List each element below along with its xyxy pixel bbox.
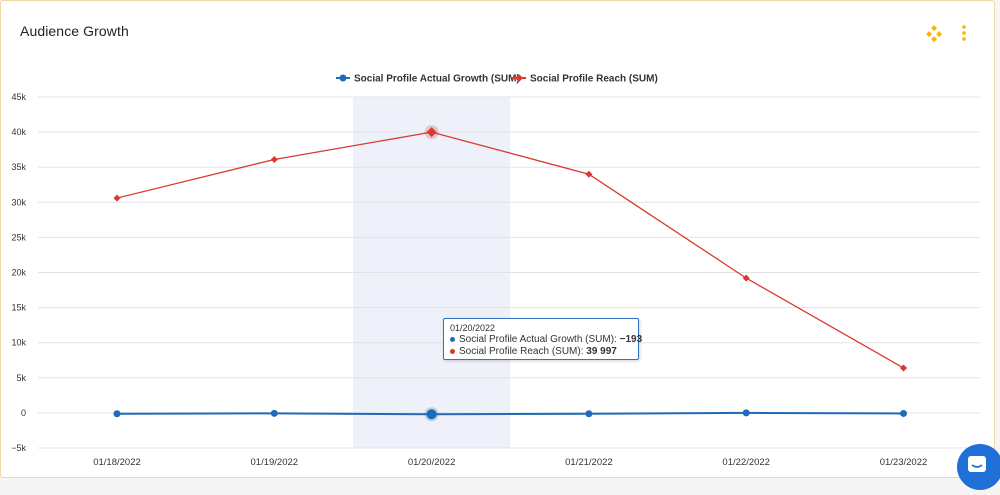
growth-data-point bbox=[585, 410, 593, 418]
y-tick-label: 15k bbox=[11, 303, 26, 313]
y-tick-label: 10k bbox=[11, 338, 26, 348]
audience-growth-chart: −5k 0 5k 10k 15k 20k 25k 30k 35k 40k 45k 01/18/2022… bbox=[11, 74, 980, 468]
y-tick-label: 45k bbox=[11, 92, 26, 102]
reach-data-point bbox=[900, 364, 907, 372]
legend-marker-reach bbox=[515, 74, 523, 82]
growth-series-line bbox=[116, 411, 904, 416]
y-tick-label: 30k bbox=[11, 197, 26, 207]
y-tick-label: 40k bbox=[11, 127, 26, 137]
kebab-icon[interactable] bbox=[957, 23, 971, 43]
legend-label: Social Profile Reach (SUM) bbox=[530, 74, 658, 85]
tooltip-row-growth: Social Profile Actual Growth (SUM): −193 bbox=[450, 334, 642, 346]
y-tick-label: −5k bbox=[11, 443, 26, 453]
x-tick-label: 01/22/2022 bbox=[722, 457, 770, 468]
tooltip-growth-value: −193 bbox=[619, 334, 643, 345]
reach-data-point bbox=[270, 155, 278, 163]
y-tick-label: 20k bbox=[11, 268, 26, 278]
chart-tooltip: 01/20/2022 Social Profile Actual Growth … bbox=[443, 318, 642, 360]
chat-launcher-button[interactable] bbox=[957, 444, 1000, 490]
tooltip-row-reach: Social Profile Reach (SUM): 39 997 bbox=[450, 346, 632, 358]
growth-data-point bbox=[113, 410, 121, 418]
y-tick-label: 35k bbox=[11, 162, 26, 172]
chat-icon bbox=[968, 456, 986, 472]
tooltip-growth-label: Social Profile Actual Growth (SUM): bbox=[459, 334, 620, 345]
x-tick-label: 01/23/2022 bbox=[880, 457, 928, 468]
y-tick-label: 5k bbox=[16, 373, 26, 383]
tooltip-reach-value: 39 997 bbox=[586, 346, 617, 357]
tooltip-date: 01/20/2022 bbox=[450, 323, 496, 333]
x-tick-label: 01/20/2022 bbox=[408, 457, 456, 468]
legend-label: Social Profile Actual Growth (SUM) bbox=[354, 74, 520, 85]
x-tick-label: 01/18/2022 bbox=[93, 457, 141, 468]
legend-marker-growth bbox=[339, 74, 347, 82]
tooltip-reach-label: Social Profile Reach (SUM): bbox=[459, 346, 587, 357]
growth-data-point bbox=[900, 409, 907, 417]
reach-data-point bbox=[113, 194, 121, 202]
diamonds-icon[interactable] bbox=[925, 25, 943, 43]
y-tick-label: 0 bbox=[21, 408, 26, 418]
y-tick-label: 25k bbox=[11, 232, 26, 242]
growth-data-point bbox=[270, 409, 278, 417]
tooltip-reach-dot bbox=[450, 348, 455, 354]
card-title: Audience Growth bbox=[20, 23, 129, 39]
tooltip-growth-dot bbox=[450, 336, 455, 342]
reach-data-point bbox=[742, 274, 750, 282]
x-tick-label: 01/19/2022 bbox=[251, 457, 299, 468]
reach-data-point bbox=[585, 170, 593, 178]
reach-data-point bbox=[426, 127, 437, 138]
x-tick-label: 01/21/2022 bbox=[565, 457, 613, 468]
growth-data-point bbox=[742, 409, 750, 417]
growth-data-point bbox=[426, 409, 437, 420]
reach-series-line bbox=[116, 131, 904, 369]
